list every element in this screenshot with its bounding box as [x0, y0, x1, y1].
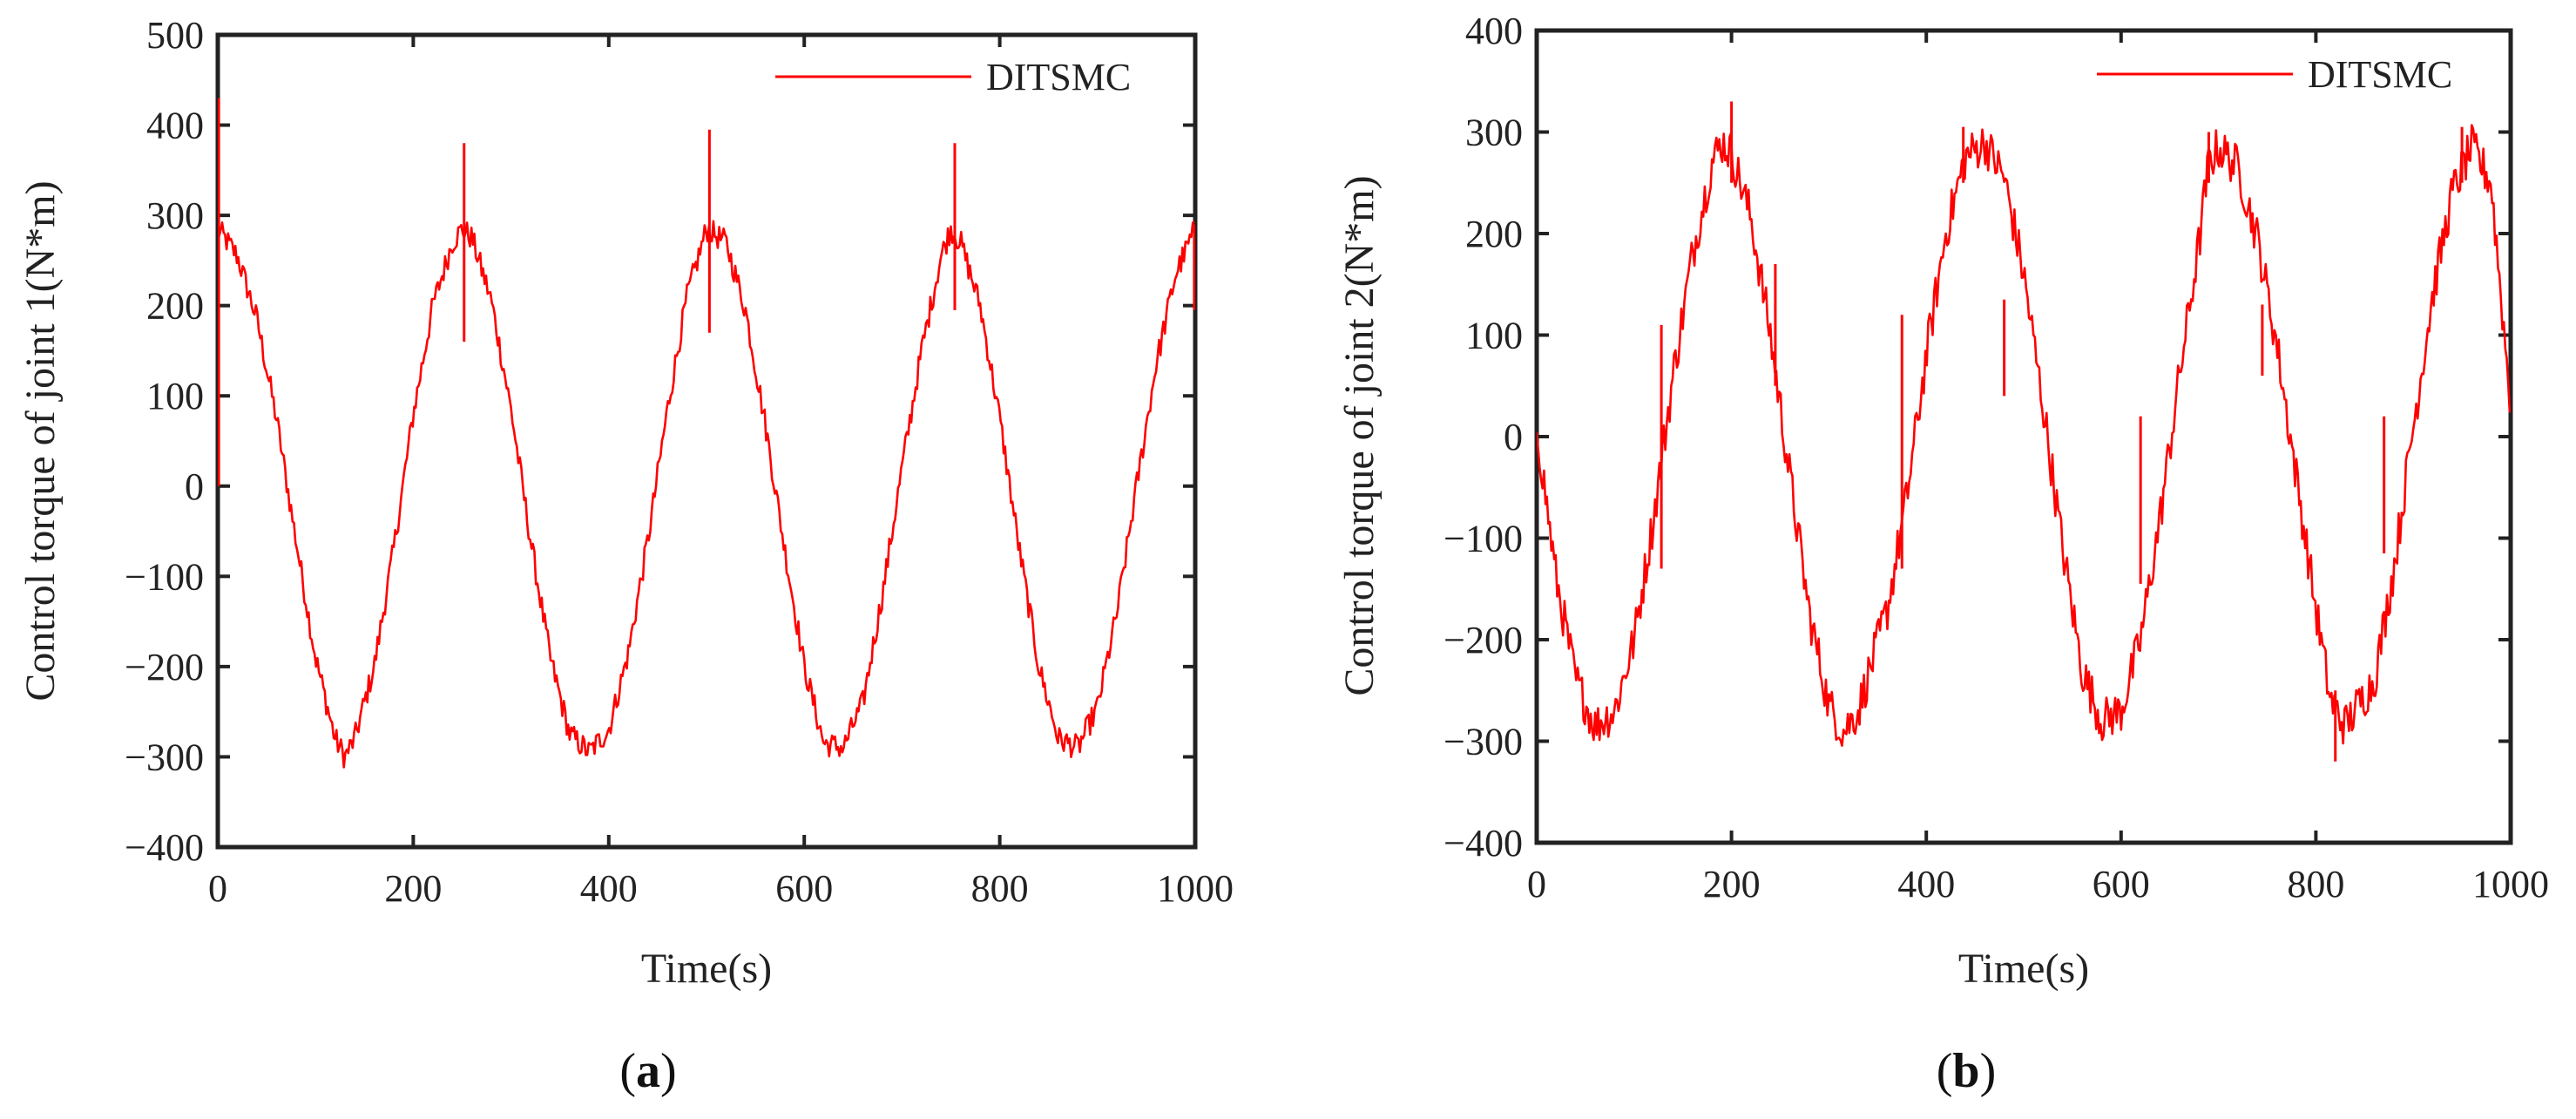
x-tick-label: 200 — [384, 867, 442, 910]
series-line-ditsmc — [218, 220, 1195, 769]
y-tick-label: −100 — [1444, 518, 1523, 560]
y-tick-label: 400 — [1465, 10, 1523, 52]
y-tick-label: 300 — [146, 194, 204, 237]
y-tick-label: 0 — [1504, 416, 1523, 458]
panel-label-a: (a) — [619, 1044, 676, 1098]
panel-label-b: (b) — [1937, 1044, 1996, 1098]
x-tick-label: 200 — [1703, 863, 1761, 905]
y-tick-label: 0 — [185, 465, 204, 508]
plot-area-frame — [215, 32, 1198, 850]
series-line-ditsmc — [1537, 124, 2511, 747]
y-tick-label: −200 — [1444, 619, 1523, 661]
chart-panel-a: −400 −300 −200 −100 0 100 200 300 400 500 0 200 400… — [17, 14, 1234, 1098]
y-axis-ticks: −400 −300 −200 −100 0 100 200 300 400 500 — [125, 14, 1195, 869]
y-tick-label: 200 — [1465, 213, 1523, 255]
y-tick-label: −400 — [125, 826, 204, 869]
x-axis-title: Time(s) — [641, 946, 772, 992]
y-tick-label: 300 — [1465, 112, 1523, 154]
x-tick-label: 400 — [580, 867, 638, 910]
y-tick-label: −300 — [125, 736, 204, 778]
legend: DITSMC — [775, 56, 1131, 98]
y-tick-label: 500 — [146, 14, 204, 57]
y-tick-label: 400 — [146, 105, 204, 147]
y-tick-label: 200 — [146, 285, 204, 328]
x-tick-label: 400 — [1897, 863, 1955, 905]
x-tick-label: 600 — [2093, 863, 2150, 905]
legend-label: DITSMC — [2308, 53, 2452, 96]
y-tick-label: −200 — [125, 646, 204, 688]
x-tick-label: 800 — [2287, 863, 2344, 905]
x-tick-label: 800 — [971, 867, 1029, 910]
x-tick-label: 1000 — [1157, 867, 1234, 910]
y-axis-title: Control torque of joint 2(N*m) — [1336, 175, 1383, 695]
x-tick-label: 0 — [208, 867, 227, 910]
y-axis-title: Control torque of joint 1(N*m) — [17, 180, 64, 701]
plot-area-frame — [1534, 28, 2513, 845]
x-axis-ticks: 0 200 400 600 800 1000 — [1527, 31, 2549, 905]
x-axis-title: Time(s) — [1958, 946, 2089, 992]
x-axis-ticks: 0 200 400 600 800 1000 — [208, 35, 1234, 910]
y-tick-label: −100 — [125, 555, 204, 598]
legend: DITSMC — [2097, 53, 2452, 96]
x-tick-label: 600 — [775, 867, 833, 910]
y-tick-label: 100 — [1465, 315, 1523, 357]
x-tick-label: 0 — [1527, 863, 1546, 905]
series-group — [1537, 101, 2511, 762]
series-group — [218, 98, 1195, 769]
y-tick-label: 100 — [146, 375, 204, 417]
chart-panel-b: −400 −300 −200 −100 0 100 200 300 400 0 200 400 600… — [1336, 10, 2549, 1098]
x-tick-label: 1000 — [2472, 863, 2549, 905]
legend-label: DITSMC — [986, 56, 1131, 98]
y-tick-label: −400 — [1444, 822, 1523, 865]
y-tick-label: −300 — [1444, 721, 1523, 763]
y-axis-ticks: −400 −300 −200 −100 0 100 200 300 400 — [1444, 10, 2511, 865]
